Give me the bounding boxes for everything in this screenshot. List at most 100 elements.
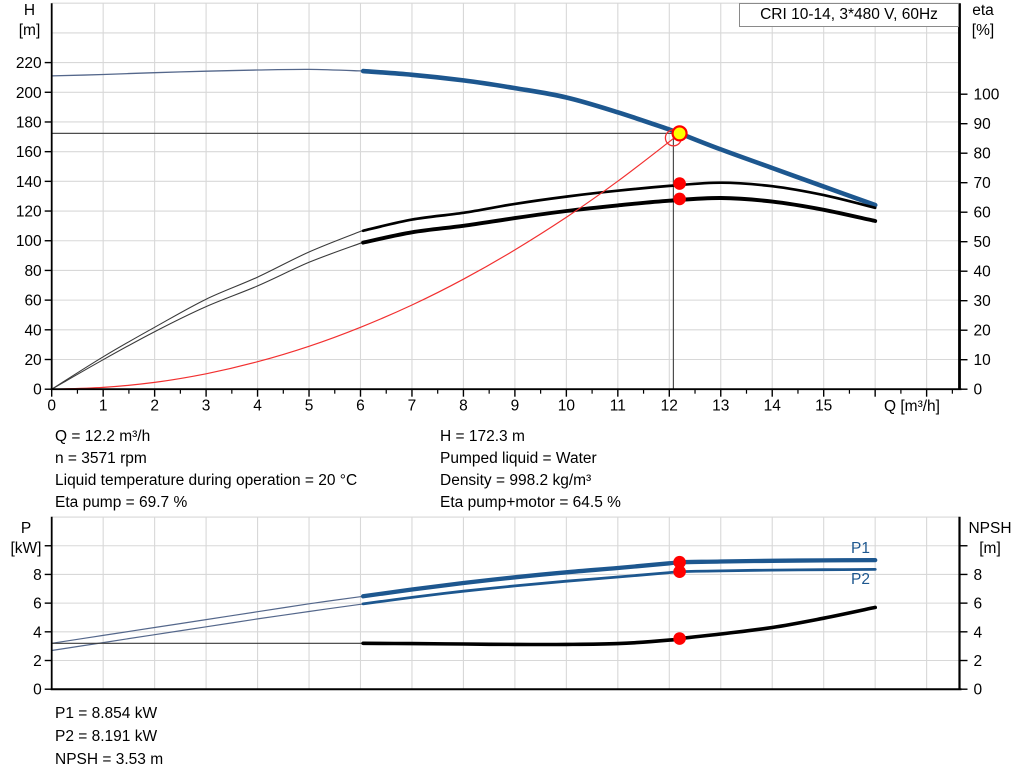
series-eta-pump-motor-thick	[361, 196, 878, 245]
info-liquid-temp: Liquid temperature during operation = 20…	[55, 472, 358, 489]
info-pumped-liquid: Pumped liquid = Water	[440, 450, 597, 467]
x-tick-label: 5	[305, 398, 314, 415]
y-left-tick-label: 200	[16, 85, 42, 102]
duty-point-dot	[673, 565, 686, 579]
y-right-tick-label: 100	[974, 87, 1000, 104]
y-left-tick-label: 40	[24, 322, 42, 339]
x-tick-label: 4	[253, 398, 262, 415]
y-left-tick-label: 80	[24, 263, 42, 280]
eta-axis-unit-line1: eta	[972, 2, 994, 19]
duty-point-dot	[673, 192, 686, 206]
y-left-tick-label: 60	[24, 293, 42, 310]
p-axis-unit-line2: [kW]	[10, 540, 42, 557]
npsh-axis-unit: NPSH [m]	[960, 519, 1020, 559]
info-q: Q = 12.2 m³/h	[55, 428, 151, 445]
y-left-tick-label: 160	[16, 144, 42, 161]
y-left-tick-label: 0	[33, 382, 42, 399]
y-right-tick-label: 70	[974, 175, 992, 192]
series-system-curve	[51, 132, 681, 390]
info-density: Density = 998.2 kg/m³	[440, 472, 592, 489]
info-head: H = 172.3 m	[440, 428, 525, 445]
x-tick-label: 15	[815, 398, 832, 415]
eta-axis-unit-line2: [%]	[971, 22, 995, 39]
y-left-tick-label: 4	[33, 624, 42, 641]
duty-point-dot	[673, 555, 686, 569]
y-right-tick-label: 50	[974, 234, 992, 251]
duty-point-dot	[673, 632, 686, 645]
info-speed: n = 3571 rpm	[55, 450, 147, 467]
series-head-thin	[51, 68, 366, 77]
y-left-tick-label: 2	[33, 653, 42, 670]
npsh-axis-unit-line1: NPSH	[968, 520, 1012, 537]
y-right-tick-label: 20	[974, 323, 992, 340]
x-tick-label: 9	[511, 398, 520, 415]
series-p2-thin	[51, 603, 366, 652]
y-right-tick-label: 40	[974, 264, 992, 281]
x-tick-label: 1	[99, 398, 108, 415]
x-tick-label: 8	[459, 398, 468, 415]
y-right-tick-label: 0	[974, 682, 983, 699]
x-tick-label: 11	[610, 398, 626, 415]
series-eta-pump-thick	[361, 181, 877, 233]
y-left-tick-label: 8	[33, 567, 42, 584]
duty-info-bottom: P1 = 8.854 kW P2 = 8.191 kW NPSH = 3.53 …	[55, 702, 163, 771]
p1-curve-label: P1	[851, 540, 870, 557]
series-p1-thin	[51, 595, 366, 644]
duty-point-marker	[671, 125, 688, 142]
x-tick-label: 6	[356, 398, 365, 415]
y-right-tick-label: 6	[974, 596, 983, 613]
info-npsh: NPSH = 3.53 m	[55, 751, 164, 768]
p-axis-unit: P [kW]	[5, 519, 47, 559]
duty-info-right: H = 172.3 m Pumped liquid = Water Densit…	[440, 426, 621, 514]
series-p1-thick	[360, 557, 878, 599]
chart-title: CRI 10-14, 3*480 V, 60Hz	[760, 6, 938, 23]
info-p1: P1 = 8.854 kW	[55, 705, 158, 722]
series-npsh-thick	[361, 605, 877, 647]
y-left-tick-label: 100	[16, 233, 42, 250]
y-right-tick-label: 0	[974, 382, 983, 399]
npsh-axis-unit-line2: [m]	[979, 540, 1001, 557]
chart-title-box: CRI 10-14, 3*480 V, 60Hz	[739, 3, 959, 27]
info-p2: P2 = 8.191 kW	[55, 728, 158, 745]
y-right-tick-label: 4	[974, 624, 983, 641]
x-tick-label: 12	[661, 398, 678, 415]
y-left-tick-label: 20	[24, 352, 42, 369]
duty-info-left: Q = 12.2 m³/h n = 3571 rpm Liquid temper…	[55, 426, 357, 514]
p2-curve-label: P2	[851, 571, 870, 588]
x-tick-label: 0	[47, 398, 56, 415]
h-axis-unit-line2: [m]	[18, 22, 41, 39]
x-tick-label: 13	[712, 398, 729, 415]
series-head-thick	[360, 68, 878, 208]
y-right-tick-label: 10	[974, 352, 992, 369]
x-tick-label: 7	[408, 398, 417, 415]
y-right-tick-label: 90	[974, 116, 992, 133]
eta-axis-unit: eta [%]	[963, 1, 1003, 41]
y-right-tick-label: 30	[974, 293, 992, 310]
y-left-tick-label: 0	[33, 682, 42, 699]
y-right-tick-label: 2	[974, 653, 983, 670]
series-eta-pump-motor-thin	[51, 241, 366, 390]
q-axis-unit: Q [m³/h]	[884, 398, 940, 415]
x-tick-label: 14	[764, 398, 782, 415]
series-eta-pump-thin	[51, 229, 366, 390]
duty-point-dot	[673, 177, 686, 190]
p-axis-unit-line1: P	[20, 520, 32, 537]
y-left-tick-label: 120	[16, 204, 42, 221]
y-right-tick-label: 80	[974, 146, 992, 163]
y-left-tick-label: 6	[33, 596, 42, 613]
y-left-tick-label: 180	[16, 114, 42, 131]
series-p2-thick	[361, 568, 877, 606]
y-left-tick-label: 220	[16, 55, 42, 72]
x-tick-label: 10	[558, 398, 576, 415]
x-tick-label: 3	[202, 398, 211, 415]
info-eta-total: Eta pump+motor = 64.5 %	[440, 494, 621, 511]
y-left-tick-label: 140	[16, 174, 42, 191]
info-eta-pump: Eta pump = 69.7 %	[55, 494, 188, 511]
y-right-tick-label: 8	[974, 567, 983, 584]
h-axis-unit-line1: H	[23, 2, 36, 19]
y-right-tick-label: 60	[974, 205, 992, 222]
x-tick-label: 2	[150, 398, 159, 415]
h-axis-unit: H [m]	[10, 1, 49, 41]
